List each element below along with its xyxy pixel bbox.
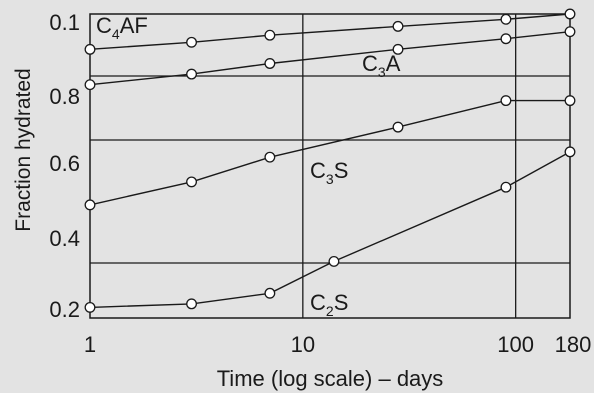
data-point-C4AF [84, 43, 96, 55]
x-tick-labels: 1 10 100 180 [84, 332, 591, 357]
series-label-C4AF: C4AF [96, 13, 148, 42]
data-point-C3S [392, 121, 404, 133]
data-point-C4AF [500, 13, 512, 25]
data-point-C4AF [392, 20, 404, 32]
y-tick-labels: 0.1 0.8 0.6 0.4 0.2 [49, 10, 80, 322]
data-point-C3A [186, 68, 197, 80]
data-point-C2S [500, 181, 512, 193]
data-point-C2S [186, 298, 197, 310]
series-label-C3S: C3S [310, 158, 348, 187]
series-label-C2S: C2S [310, 290, 348, 319]
y-axis-label: Fraction hydrated [12, 68, 35, 231]
series-markers [84, 8, 576, 313]
data-point-C4AF [264, 29, 276, 41]
y-tick-label: 0.4 [49, 226, 80, 251]
series-line-C4AF [89, 13, 571, 50]
plot-border [89, 13, 571, 319]
data-point-C3A [392, 43, 404, 55]
data-point-C3S [84, 199, 96, 211]
data-point-C2S [328, 255, 340, 267]
data-point-C3A [84, 79, 96, 91]
y-tick-label: 0.8 [49, 84, 80, 109]
x-tick-label: 1 [84, 332, 96, 357]
data-point-C3S [186, 176, 197, 188]
data-point-C3A [564, 26, 576, 38]
series-line-C3A [89, 31, 571, 86]
data-point-C3A [264, 58, 276, 69]
plot-frame [89, 13, 571, 319]
data-point-C2S [264, 287, 276, 299]
series-line-C3S [89, 99, 570, 206]
series-line-C2S [89, 151, 571, 309]
series-label-C3A: C3A [362, 51, 401, 80]
x-tick-label: 10 [291, 332, 315, 357]
y-tick-label: 0.2 [49, 297, 80, 322]
data-point-C3S [264, 151, 276, 163]
data-point-C2S [84, 301, 96, 313]
x-tick-label: 100 [497, 332, 534, 357]
data-point-C3S [564, 95, 576, 107]
x-axis-label: Time (log scale) – days [217, 366, 444, 391]
data-point-C4AF [186, 36, 197, 48]
y-tick-label: 0.1 [49, 10, 80, 35]
data-point-C3S [500, 95, 512, 107]
series-labels: C4AF C3A C3S C2S [96, 13, 401, 319]
data-point-C4AF [564, 8, 576, 20]
data-point-C2S [564, 146, 576, 158]
data-point-C3A [500, 33, 512, 45]
y-tick-label: 0.6 [49, 151, 80, 176]
x-tick-label: 180 [555, 332, 592, 357]
series-lines [89, 13, 571, 309]
